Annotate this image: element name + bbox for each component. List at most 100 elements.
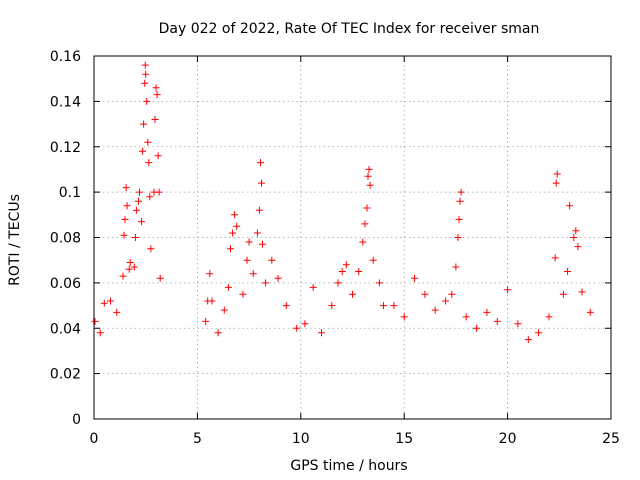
data-point (214, 329, 222, 337)
x-tick-label: 0 (90, 431, 99, 447)
data-point (249, 270, 257, 278)
y-tick-label: 0.14 (50, 94, 81, 110)
data-point (258, 179, 265, 187)
y-tick-label: 0.04 (50, 321, 81, 337)
chart-title: Day 022 of 2022, Rate Of TEC Index for r… (159, 21, 540, 37)
data-point (245, 238, 253, 246)
data-point (262, 279, 270, 287)
data-point (139, 147, 147, 155)
data-point (268, 256, 276, 264)
data-point (493, 317, 501, 325)
x-tick-label: 15 (395, 431, 413, 447)
data-point (355, 268, 363, 275)
data-point (334, 279, 342, 287)
data-point (224, 283, 232, 291)
data-point (231, 211, 239, 219)
data-point (141, 79, 149, 87)
data-point (578, 288, 586, 296)
data-point (363, 204, 371, 212)
y-tick-label: 0.16 (50, 49, 81, 65)
data-point (126, 259, 134, 266)
data-point (574, 243, 582, 251)
data-point (253, 229, 261, 237)
data-point (566, 202, 574, 210)
data-point (457, 188, 465, 196)
data-point (369, 256, 377, 264)
data-point (142, 70, 150, 78)
data-point (421, 290, 429, 298)
data-point (202, 317, 210, 325)
data-point (328, 302, 336, 310)
data-point (155, 188, 163, 196)
data-point (452, 263, 460, 271)
data-point (146, 193, 154, 201)
data-point (151, 116, 159, 123)
data-point (361, 220, 369, 228)
y-axis-label: ROTI / TECUs (7, 194, 23, 286)
data-point (122, 184, 130, 192)
data-point (100, 299, 108, 307)
data-point (259, 240, 266, 248)
x-tick-label: 5 (193, 431, 202, 447)
y-tick-label: 0.12 (50, 140, 81, 156)
data-point (140, 120, 148, 128)
data-point (553, 170, 561, 178)
data-point (514, 320, 522, 328)
data-point (208, 297, 216, 305)
data-point (349, 290, 356, 298)
y-tick-label: 0.1 (59, 185, 81, 201)
data-point (375, 279, 383, 287)
data-point (130, 263, 138, 271)
data-point (564, 268, 572, 275)
data-point (473, 324, 481, 332)
data-point (411, 274, 418, 282)
x-tick-label: 20 (499, 431, 517, 447)
data-point (366, 181, 374, 189)
data-point (131, 234, 139, 241)
data-point (535, 329, 543, 337)
x-tick-label: 10 (292, 431, 310, 447)
data-point (135, 197, 142, 205)
data-point (91, 317, 99, 325)
data-point (227, 245, 234, 253)
data-point (390, 302, 398, 310)
data-point (229, 229, 237, 237)
data-point (206, 270, 214, 278)
data-point (123, 202, 131, 210)
data-point (545, 313, 553, 321)
data-point (96, 329, 104, 337)
data-point (342, 261, 350, 269)
data-point (364, 172, 372, 180)
data-point (156, 274, 164, 282)
data-point (107, 297, 114, 305)
data-point (145, 159, 153, 167)
data-point (504, 286, 512, 294)
data-point (239, 290, 247, 298)
data-point (143, 97, 151, 105)
data-point (455, 215, 463, 223)
y-tick-label: 0.06 (50, 276, 81, 292)
data-point (125, 265, 133, 273)
data-point (431, 306, 439, 314)
data-point (153, 91, 161, 99)
data-point (559, 290, 567, 298)
data-point (552, 179, 560, 187)
data-point (144, 138, 152, 146)
data-point (257, 159, 264, 167)
x-axis-label: GPS time / hours (290, 458, 407, 474)
data-point (301, 320, 309, 328)
data-point (338, 268, 346, 275)
data-point (309, 283, 317, 291)
data-point (113, 308, 121, 316)
data-point (380, 302, 387, 310)
data-point (454, 234, 462, 241)
data-point (365, 165, 373, 173)
data-point (524, 336, 532, 344)
data-point (282, 302, 290, 310)
data-point (220, 306, 228, 314)
axis-ticks: 0 5 10 15 20 25 0 0.02 0.04 0.06 0.08 0.1 0.12 0.14 0.… (50, 49, 620, 447)
scatter-points (91, 61, 594, 344)
data-point (136, 188, 143, 196)
data-point (318, 329, 325, 337)
